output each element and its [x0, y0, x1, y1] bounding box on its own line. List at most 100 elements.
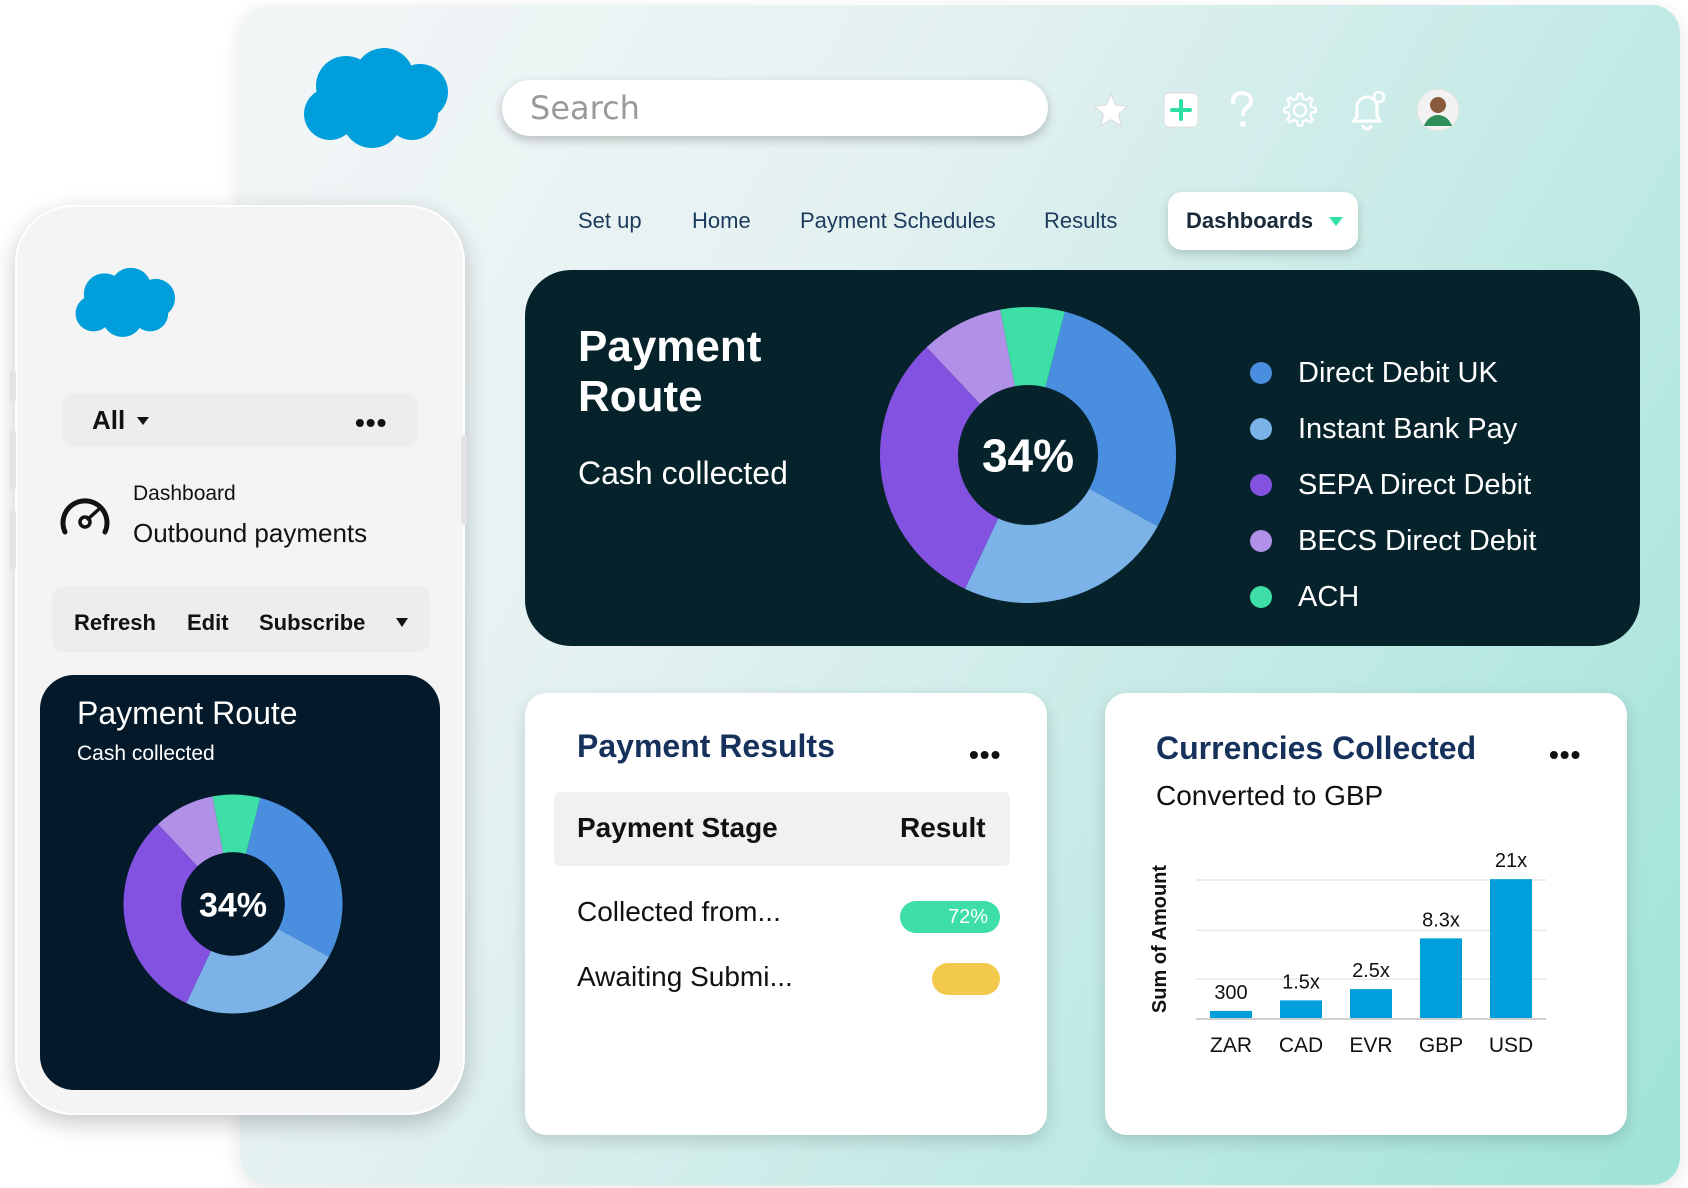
data-label: 1.5x — [1282, 971, 1320, 993]
dashboard-label: Dashboard — [133, 482, 236, 505]
phone-side-button — [10, 430, 16, 490]
search-input[interactable] — [528, 88, 1012, 128]
bar[interactable] — [1420, 938, 1462, 1018]
phone-side-button — [10, 510, 16, 570]
legend-label: SEPA Direct Debit — [1298, 468, 1532, 501]
currencies-title: Currencies Collected — [1156, 730, 1477, 766]
column-header-stage[interactable]: Payment Stage — [577, 812, 778, 843]
payment-route-donut: 34% — [880, 307, 1176, 603]
dashboard-title: Outbound payments — [133, 518, 368, 548]
y-axis-label: Sum of Amount — [1149, 865, 1171, 1013]
payment-route-subtitle: Cash collected — [578, 455, 788, 491]
donut-center-value: 34% — [199, 886, 267, 924]
legend-label: Direct Debit UK — [1298, 356, 1498, 389]
donut-slice — [1000, 307, 1065, 388]
more-options-button[interactable]: ••• — [969, 739, 1002, 770]
data-label: 8.3x — [1422, 909, 1460, 931]
currencies-subtitle: Converted to GBP — [1156, 780, 1384, 811]
phone-card-subtitle: Cash collected — [77, 742, 215, 765]
x-tick-label: GBP — [1419, 1034, 1463, 1057]
phone-payment-route-donut: 34% — [123, 794, 343, 1014]
donut-slice — [880, 347, 999, 589]
tab-results[interactable]: Results — [1044, 208, 1118, 233]
gear-icon[interactable] — [1276, 86, 1324, 134]
tab-set-up[interactable]: Set up — [578, 208, 642, 233]
star-icon[interactable] — [1087, 86, 1135, 134]
salesforce-cloud-logo — [304, 48, 448, 148]
bar[interactable] — [1350, 989, 1392, 1018]
legend-dot — [1250, 530, 1272, 552]
filter-dropdown[interactable]: All — [92, 405, 150, 436]
donut-slice — [1045, 311, 1176, 527]
tab-dashboards-label: Dashboards — [1186, 208, 1314, 233]
x-tick-label: USD — [1489, 1034, 1533, 1057]
x-tick-label: EVR — [1349, 1034, 1392, 1057]
speedometer-icon — [60, 498, 110, 535]
tab-dashboards[interactable]: Dashboards — [1168, 192, 1358, 250]
bar[interactable] — [1490, 879, 1532, 1018]
bar[interactable] — [1280, 1000, 1322, 1018]
refresh-button[interactable]: Refresh — [74, 610, 156, 635]
currencies-card — [1105, 693, 1627, 1135]
more-options-button[interactable]: ••• — [355, 407, 388, 438]
legend-dot — [1250, 362, 1272, 384]
payment-route-legend: Direct Debit UK Instant Bank Pay SEPA Di… — [1250, 345, 1537, 625]
donut-center-value: 34% — [982, 430, 1074, 482]
chevron-down-icon[interactable] — [396, 618, 408, 627]
currencies-bar-chart: 300 ZAR 1.5x CAD 2.5x EVR 8.3x GBP 21x USD Sum of … — [1149, 850, 1546, 1057]
legend-label: BECS Direct Debit — [1298, 524, 1537, 557]
chevron-down-icon — [1329, 216, 1344, 226]
donut-slice — [186, 928, 329, 1014]
chevron-down-icon — [137, 416, 150, 425]
notification-bell-icon[interactable] — [1344, 86, 1392, 134]
avatar[interactable] — [1416, 88, 1460, 132]
result-pill-value: 72% — [947, 905, 988, 928]
donut-slice — [123, 824, 211, 1004]
column-header-result[interactable]: Result — [900, 812, 986, 843]
legend-label: Instant Bank Pay — [1298, 412, 1518, 445]
phone-side-button — [461, 435, 467, 525]
table-header: Payment Stage Result — [554, 792, 1010, 866]
subscribe-button[interactable]: Subscribe — [259, 610, 366, 635]
add-icon[interactable] — [1157, 86, 1205, 134]
x-tick-label: ZAR — [1210, 1034, 1252, 1057]
phone-side-button — [10, 370, 16, 402]
phone-payment-route-card — [40, 675, 440, 1090]
donut-slice — [212, 794, 261, 854]
tab-payment-schedules[interactable]: Payment Schedules — [800, 208, 996, 233]
data-label: 21x — [1495, 850, 1527, 872]
data-label: 300 — [1214, 982, 1247, 1004]
search-bar[interactable] — [502, 80, 1048, 136]
legend-dot — [1250, 586, 1272, 608]
legend-item: Instant Bank Pay — [1250, 401, 1537, 457]
result-pill — [932, 963, 1000, 995]
legend-item: SEPA Direct Debit — [1250, 457, 1537, 513]
filter-label: All — [92, 405, 126, 435]
result-pill: 72% — [900, 901, 1000, 933]
table-row-stage[interactable]: Awaiting Submi... — [577, 961, 793, 992]
payment-route-title: Payment Route — [578, 322, 762, 421]
phone-card-title: Payment Route — [77, 695, 298, 731]
legend-item: BECS Direct Debit — [1250, 513, 1537, 569]
table-row-stage[interactable]: Collected from... — [577, 896, 781, 927]
donut-slice — [245, 797, 343, 957]
legend-label: ACH — [1298, 580, 1360, 613]
edit-button[interactable]: Edit — [187, 610, 229, 635]
help-icon[interactable] — [1218, 86, 1266, 134]
donut-slice — [964, 488, 1158, 603]
more-options-button[interactable]: ••• — [1549, 739, 1582, 770]
legend-item: ACH — [1250, 569, 1537, 625]
phone-action-bar — [52, 586, 430, 652]
legend-item: Direct Debit UK — [1250, 345, 1537, 401]
bar[interactable] — [1210, 1010, 1252, 1018]
tab-home[interactable]: Home — [692, 208, 751, 233]
phone-filter-bar — [62, 393, 418, 447]
salesforce-cloud-logo — [75, 267, 176, 337]
donut-slice — [158, 796, 224, 867]
legend-dot — [1250, 418, 1272, 440]
x-tick-label: CAD — [1279, 1034, 1323, 1057]
data-label: 2.5x — [1352, 960, 1390, 982]
payment-results-title: Payment Results — [577, 728, 835, 764]
donut-slice — [926, 309, 1015, 404]
legend-dot — [1250, 474, 1272, 496]
